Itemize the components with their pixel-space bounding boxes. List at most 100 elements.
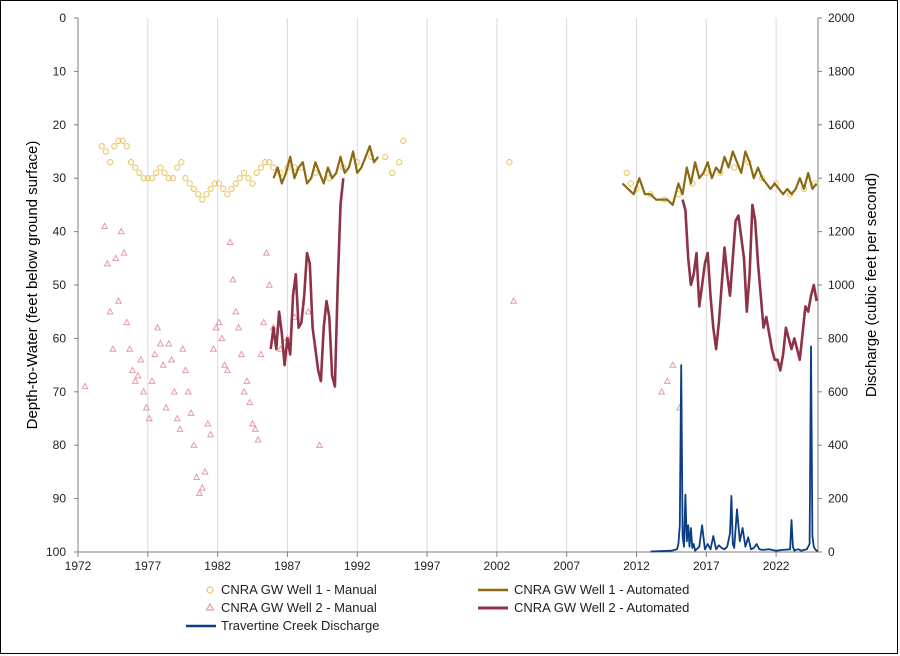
legend-item-well1-manual: CNRA GW Well 1 - Manual bbox=[206, 582, 377, 597]
right-y-tick-label: 1200 bbox=[828, 225, 855, 239]
well2-manual-point bbox=[167, 355, 176, 363]
well2-manual-point bbox=[159, 361, 167, 368]
right-y-tick-label: 1000 bbox=[828, 278, 855, 292]
well2-manual-point bbox=[100, 222, 109, 229]
well2-manual-point bbox=[176, 425, 184, 432]
legend-label: Travertine Creek Discharge bbox=[221, 618, 379, 633]
well1-manual-point bbox=[220, 185, 227, 193]
well1-manual-point bbox=[165, 175, 172, 182]
right-y-tick-label: 1400 bbox=[828, 171, 855, 185]
well2-manual-point bbox=[248, 419, 257, 427]
well2-manual-point bbox=[276, 345, 285, 352]
well2-manual-point bbox=[120, 248, 128, 256]
series-line-segment bbox=[681, 199, 818, 372]
well2-manual-point bbox=[220, 361, 229, 368]
well2-manual-point bbox=[229, 275, 237, 283]
well1-manual-point bbox=[106, 159, 114, 166]
well2-manual-point bbox=[207, 430, 215, 438]
well2-manual-point bbox=[151, 350, 159, 358]
well2-manual-point bbox=[137, 355, 145, 363]
well1-manual-point bbox=[506, 159, 513, 166]
well1-manual-point bbox=[157, 164, 164, 171]
legend-item-well1-automated: CNRA GW Well 1 - Automated bbox=[478, 582, 689, 597]
left-y-tick-label: 50 bbox=[53, 278, 67, 292]
well2-manual-point bbox=[243, 377, 251, 384]
x-tick-label: 1997 bbox=[414, 559, 441, 573]
well1-manual-point bbox=[173, 164, 181, 171]
well2-manual-point bbox=[165, 339, 173, 347]
well1-manual-point bbox=[136, 169, 143, 177]
x-tick-label: 2017 bbox=[693, 559, 720, 573]
well1-manual-point bbox=[98, 143, 105, 150]
left-y-tick-label: 90 bbox=[53, 492, 67, 506]
x-axis-ticks: 1972 1977 1982 1987 1992 1997 2002 2007 2012 2017… bbox=[65, 552, 790, 573]
series-line-segment bbox=[650, 345, 818, 553]
well2-manual-point bbox=[237, 350, 245, 358]
well2-manual-point bbox=[201, 467, 209, 475]
well2-manual-point bbox=[232, 307, 240, 315]
right-y-axis-ticks: 0 200 400 600 800 1000 1200 1400 1600 1800 2000 bbox=[818, 11, 855, 559]
x-tick-label: 1987 bbox=[274, 559, 301, 573]
well2-manual-point bbox=[187, 409, 195, 416]
well2-manual-point bbox=[198, 483, 206, 491]
left-y-axis-ticks: 0 10 20 30 40 50 60 70 80 90 100 bbox=[46, 11, 78, 559]
well1-manual-point bbox=[241, 169, 248, 177]
well1-manual-point bbox=[266, 159, 273, 166]
well2-manual-point bbox=[184, 387, 192, 395]
left-y-tick-label: 100 bbox=[46, 545, 66, 559]
x-tick-label: 1992 bbox=[344, 559, 371, 573]
left-y-tick-label: 70 bbox=[53, 385, 67, 399]
well1-manual-point bbox=[261, 159, 269, 166]
well2-manual-point bbox=[246, 398, 254, 406]
well1-manual-point bbox=[199, 196, 206, 203]
well1-manual-point bbox=[161, 169, 168, 177]
right-y-tick-label: 1600 bbox=[828, 118, 855, 132]
left-y-tick-label: 80 bbox=[53, 438, 67, 452]
well1-manual-point bbox=[232, 180, 239, 187]
well2-manual-point bbox=[669, 361, 677, 368]
well1-manual-point bbox=[203, 191, 210, 198]
well1-manual-point bbox=[245, 175, 252, 182]
x-tick-label: 2022 bbox=[763, 559, 790, 573]
well2-manual-point bbox=[240, 387, 248, 395]
plot-axes bbox=[77, 18, 819, 553]
well2-manual-point bbox=[81, 382, 89, 390]
well2-manual-point bbox=[657, 387, 666, 395]
right-y-tick-label: 600 bbox=[828, 385, 848, 399]
well1-manual-point bbox=[115, 137, 122, 144]
x-tick-label: 2002 bbox=[484, 559, 511, 573]
right-y-tick-label: 0 bbox=[828, 545, 835, 559]
well1-manual-point bbox=[140, 175, 147, 182]
well1-manual-point bbox=[731, 164, 738, 171]
well2-manual-point bbox=[218, 334, 226, 342]
well2-manual-point bbox=[257, 350, 265, 358]
well2-manual-point bbox=[173, 414, 181, 422]
legend-label: CNRA GW Well 2 - Automated bbox=[514, 600, 689, 615]
right-y-tick-label: 200 bbox=[828, 492, 848, 506]
well2-manual-point bbox=[260, 318, 268, 326]
well1-manual-point bbox=[186, 180, 193, 187]
well1-manual-point bbox=[236, 175, 244, 182]
well2-manual-point bbox=[254, 435, 262, 443]
well2-manual-point bbox=[162, 403, 170, 411]
well2-manual-point bbox=[663, 377, 671, 384]
well1-manual-point bbox=[253, 169, 260, 177]
well2-manual-point bbox=[315, 441, 324, 448]
well2-manual-point bbox=[123, 318, 131, 326]
well2-manual-point bbox=[179, 345, 187, 352]
well2-manual-point bbox=[195, 489, 204, 496]
well1-manual-point bbox=[123, 143, 131, 150]
well2-manual-point bbox=[139, 387, 148, 395]
left-y-tick-label: 30 bbox=[53, 171, 67, 185]
well1-manual-point bbox=[389, 169, 396, 177]
well2-manual-point bbox=[148, 377, 156, 384]
well2-manual-point bbox=[265, 280, 273, 288]
well1-manual-point bbox=[169, 175, 177, 182]
series-line-segment bbox=[269, 178, 345, 388]
left-y-tick-label: 0 bbox=[59, 11, 66, 25]
well1-manual-point bbox=[400, 137, 407, 144]
series-line-segment bbox=[272, 145, 380, 185]
x-tick-label: 2012 bbox=[623, 559, 650, 573]
legend-label: CNRA GW Well 1 - Manual bbox=[221, 582, 377, 597]
right-y-tick-label: 800 bbox=[828, 331, 848, 345]
